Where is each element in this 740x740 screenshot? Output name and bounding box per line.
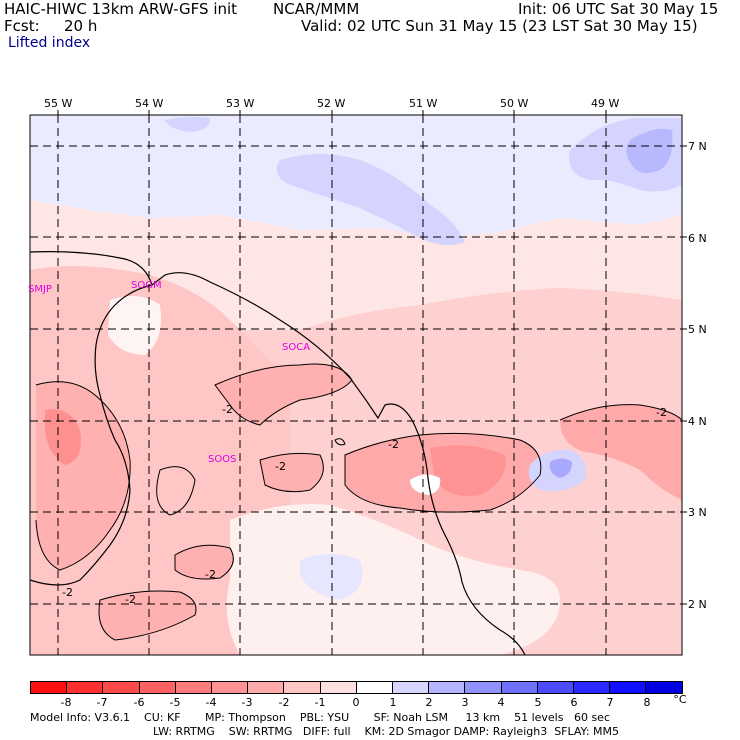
lon-label-52w: 52 W bbox=[317, 97, 346, 110]
unstable-core-south bbox=[99, 591, 196, 640]
stable-zone-east-core bbox=[626, 128, 673, 174]
stable-zone-top bbox=[165, 116, 211, 132]
lat-label-6n: 6 N bbox=[688, 232, 707, 245]
colorbar-unit: °C bbox=[673, 693, 687, 706]
lat-label-5n: 5 N bbox=[688, 323, 707, 336]
lon-label-54w: 54 W bbox=[135, 97, 164, 110]
unstable-core-west-inner bbox=[45, 409, 81, 465]
lon-label-49w: 49 W bbox=[591, 97, 620, 110]
contour-label: -2 bbox=[275, 460, 286, 473]
colorbar-label: -1 bbox=[314, 696, 326, 709]
neutral-patch-sogm bbox=[108, 296, 161, 355]
map-frame bbox=[29, 114, 683, 656]
colorbar-label: -6 bbox=[133, 696, 145, 709]
colorbar-label: -4 bbox=[205, 696, 217, 709]
unstable-core-east-inner bbox=[430, 445, 506, 496]
model-info-line2: LW: RRTMG SW: RRTMG DIFF: full KM: 2D Sm… bbox=[153, 725, 619, 738]
contour-label: -2 bbox=[656, 406, 667, 419]
colorbar-label: 5 bbox=[534, 696, 542, 709]
forecast-hour: 20 h bbox=[64, 17, 98, 35]
colorbar-swatch bbox=[464, 681, 502, 694]
colorbar-label: -8 bbox=[60, 696, 72, 709]
stable-cell-east-core bbox=[549, 458, 572, 478]
colorbar-swatch bbox=[609, 681, 647, 694]
unstable-core-far-east bbox=[560, 404, 682, 500]
field-name: Lifted index bbox=[8, 35, 91, 51]
colorbar-swatch bbox=[283, 681, 321, 694]
colorbar-label: -2 bbox=[278, 696, 290, 709]
colorbar-swatch bbox=[428, 681, 466, 694]
model-info-line1: Model Info: V3.6.1 CU: KF MP: Thompson P… bbox=[30, 711, 610, 724]
colorbar-swatch bbox=[211, 681, 249, 694]
station-sogm: SOGM bbox=[131, 280, 162, 291]
colorbar-swatch bbox=[392, 681, 430, 694]
stable-zone-core bbox=[276, 154, 465, 246]
init-time: Init: 06 UTC Sat 30 May 15 bbox=[518, 0, 719, 18]
lon-label-53w: 53 W bbox=[226, 97, 255, 110]
contour-label: -2 bbox=[388, 438, 399, 451]
lon-label-50w: 50 W bbox=[500, 97, 529, 110]
contour-lines bbox=[35, 363, 682, 641]
contour-label: -2 bbox=[222, 403, 233, 416]
colorbar-label: -5 bbox=[169, 696, 181, 709]
forecast-label: Fcst: bbox=[4, 17, 40, 35]
colorbar-label: 2 bbox=[425, 696, 433, 709]
colorbar-swatch bbox=[355, 681, 393, 694]
unstable-core-center bbox=[215, 364, 352, 425]
neutral-patch-blue-south bbox=[300, 554, 363, 600]
colorbar-label: 6 bbox=[570, 696, 578, 709]
colorbar-swatch bbox=[66, 681, 104, 694]
valid-time: Valid: 02 UTC Sun 31 May 15 (23 LST Sat … bbox=[301, 17, 698, 35]
colorbar-swatch bbox=[573, 681, 611, 694]
model-title: HAIC-HIWC 13km ARW-GFS init bbox=[4, 0, 238, 18]
colorbar-label: 7 bbox=[606, 696, 614, 709]
colorbar-label: 4 bbox=[497, 696, 505, 709]
unstable-core-mid bbox=[175, 545, 234, 579]
lat-label-3n: 3 N bbox=[688, 506, 707, 519]
org-label: NCAR/MMM bbox=[273, 0, 360, 18]
colorbar-swatch bbox=[500, 681, 538, 694]
colorbar-swatch bbox=[645, 681, 683, 694]
graticule bbox=[30, 115, 682, 655]
lat-label-7n: 7 N bbox=[688, 140, 707, 153]
colorbar-label: -3 bbox=[241, 696, 253, 709]
colorbar-swatch bbox=[536, 681, 574, 694]
station-soos: SOOS bbox=[208, 454, 236, 465]
lat-label-4n: 4 N bbox=[688, 415, 707, 428]
colorbar-label: 3 bbox=[461, 696, 469, 709]
colorbar-swatch bbox=[174, 681, 212, 694]
lat-label-2n: 2 N bbox=[688, 598, 707, 611]
colorbar-swatch bbox=[247, 681, 285, 694]
station-soca: SOCA bbox=[282, 342, 310, 353]
colorbar-swatch bbox=[102, 681, 140, 694]
lon-label-51w: 51 W bbox=[409, 97, 438, 110]
neutral-patch-south bbox=[226, 504, 560, 655]
neutral-cell bbox=[410, 474, 441, 495]
colorbar-label: -7 bbox=[96, 696, 108, 709]
colorbar-label: 8 bbox=[643, 696, 651, 709]
colorbar-swatch bbox=[30, 681, 68, 694]
unstable-core-cayenne bbox=[260, 453, 324, 492]
station-smjp: SMJP bbox=[28, 284, 52, 295]
colorbar-swatch bbox=[319, 681, 357, 694]
coastlines-borders bbox=[30, 251, 526, 655]
colorbar-label: 1 bbox=[389, 696, 397, 709]
lon-label-55w: 55 W bbox=[44, 97, 73, 110]
colorbar-label: 0 bbox=[352, 696, 360, 709]
contour-label: -2 bbox=[205, 568, 216, 581]
colorbar-swatch bbox=[138, 681, 176, 694]
contour-label: -2 bbox=[125, 593, 136, 606]
tick-marks bbox=[57, 110, 687, 605]
contour-label: -2 bbox=[62, 586, 73, 599]
